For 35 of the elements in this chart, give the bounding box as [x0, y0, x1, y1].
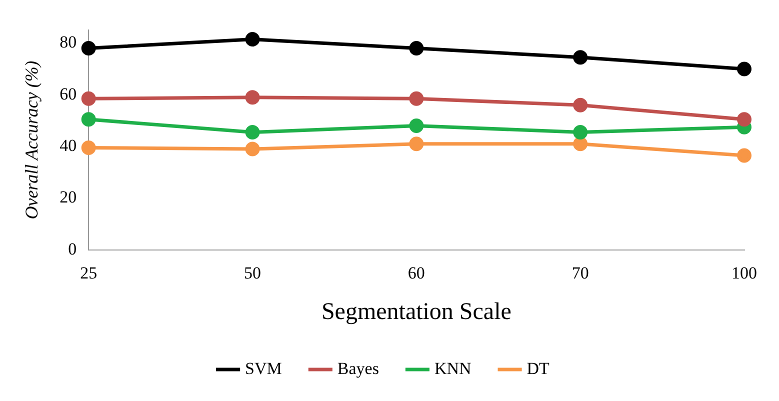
- point: [737, 112, 752, 127]
- x-axis-title: Segmentation Scale: [321, 298, 512, 325]
- point: [409, 91, 424, 106]
- y-tick-label: 60: [60, 84, 77, 104]
- x-tick-label: 60: [408, 263, 425, 282]
- point: [573, 98, 588, 112]
- point: [737, 148, 752, 163]
- x-tick-label: 100: [732, 263, 757, 282]
- x-tick-label: 25: [80, 263, 98, 282]
- point: [81, 112, 96, 127]
- point: [409, 136, 424, 152]
- point: [245, 142, 260, 156]
- legend-label: KNN: [434, 358, 472, 378]
- y-tick-label: 80: [60, 32, 77, 52]
- point: [737, 62, 752, 76]
- y-tick-label: 0: [68, 239, 77, 258]
- y-axis-title: Overall Accuracy (%): [22, 60, 42, 220]
- point: [81, 140, 96, 155]
- y-tick-label: 20: [60, 188, 77, 207]
- x-tick-label: 50: [244, 263, 262, 282]
- point: [81, 91, 96, 106]
- point: [573, 125, 588, 140]
- legend-label: Bayes: [337, 358, 379, 378]
- point: [245, 90, 260, 105]
- legend-label: DT: [526, 358, 550, 378]
- point: [409, 118, 424, 134]
- y-tick-label: 40: [60, 136, 77, 155]
- point: [81, 41, 96, 56]
- x-tick-label: 70: [572, 263, 589, 282]
- point: [573, 50, 588, 65]
- point: [573, 136, 588, 152]
- point: [245, 32, 260, 46]
- point: [245, 125, 260, 140]
- legend-label: SVM: [245, 358, 282, 378]
- point: [409, 41, 424, 56]
